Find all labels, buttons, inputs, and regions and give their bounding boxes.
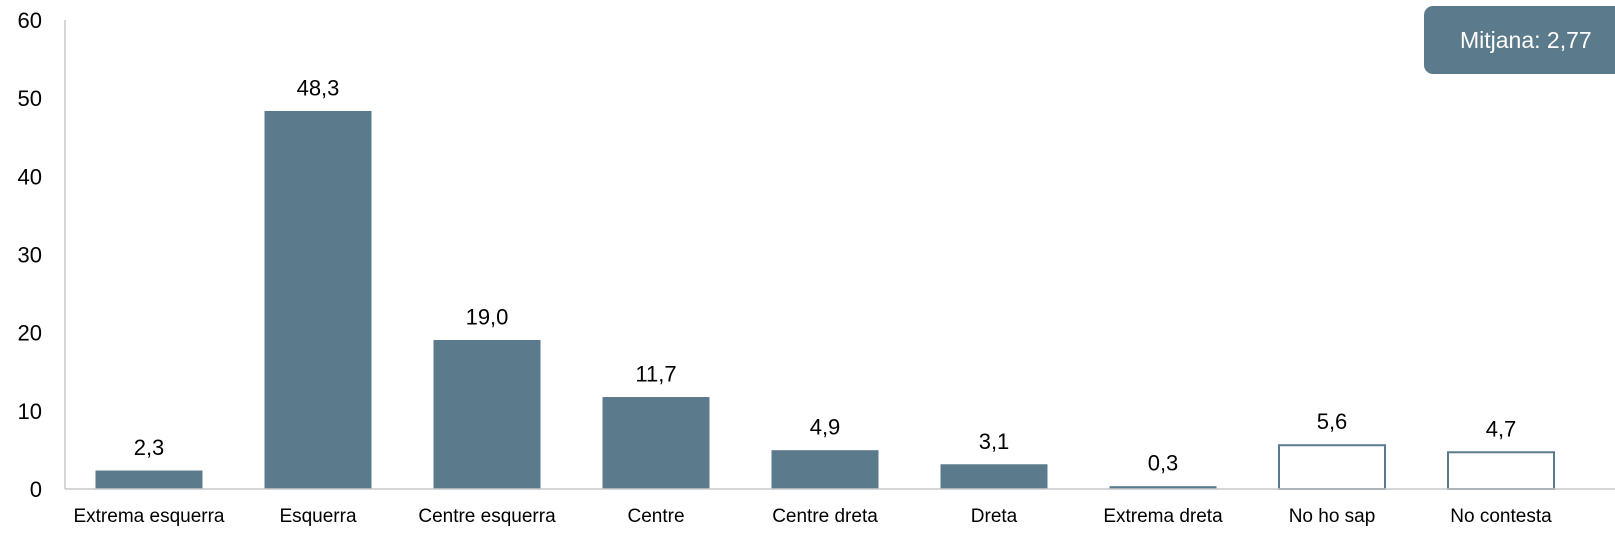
data-label: 4,9 [810,415,841,440]
category-label: Esquerra [279,506,357,527]
category-label: Extrema dreta [1103,506,1223,527]
data-label: 48,3 [297,75,340,100]
y-tick-label: 30 [18,243,42,268]
y-tick-label: 10 [18,399,42,424]
data-labels: 2,3 48,3 19,0 11,7 4,9 3,1 0,3 5,6 4,7 [134,75,1517,475]
bars [95,110,1555,490]
category-label: Centre [627,506,684,527]
bar [1447,451,1555,490]
category-label: Dreta [971,506,1018,527]
bar [602,397,710,490]
category-label: Centre dreta [772,506,878,527]
data-label: 19,0 [466,304,509,329]
bar [433,339,541,490]
bar [95,470,203,490]
y-axis-ticks: 0 10 20 30 40 50 60 [18,8,42,502]
bar [771,450,879,490]
data-label: 3,1 [979,429,1010,454]
bar [264,110,372,490]
data-label: 5,6 [1317,409,1348,434]
data-label: 11,7 [635,362,676,387]
category-label: No contesta [1450,506,1552,527]
category-label: Extrema esquerra [73,506,224,527]
bar [1278,444,1386,490]
category-labels: Extrema esquerra Esquerra Centre esquerra C… [73,506,1552,527]
y-tick-label: 40 [18,164,42,189]
axes [64,20,1615,490]
mean-annotation: Mitjana: 2,77 [1424,6,1615,74]
category-label: No ho sap [1289,506,1376,527]
y-tick-label: 20 [18,321,42,346]
y-tick-label: 50 [18,86,42,111]
category-label: Centre esquerra [418,506,556,527]
y-tick-label: 60 [18,8,42,33]
data-label: 0,3 [1148,451,1179,476]
data-label: 4,7 [1486,416,1517,441]
y-tick-label: 0 [30,477,42,502]
bar [940,464,1048,490]
data-label: 2,3 [134,435,165,460]
